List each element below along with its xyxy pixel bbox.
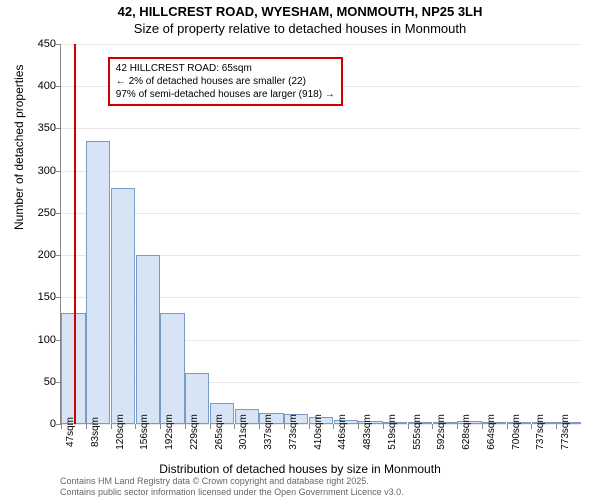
y-tick-mark <box>56 297 61 298</box>
histogram-bar <box>136 255 160 424</box>
x-tick-mark <box>531 424 532 429</box>
x-tick-label: 192sqm <box>164 414 175 450</box>
x-tick-label: 700sqm <box>511 414 522 450</box>
y-tick-mark <box>56 86 61 87</box>
property-marker-line <box>74 44 76 424</box>
chart-title: 42, HILLCREST ROAD, WYESHAM, MONMOUTH, N… <box>0 0 600 21</box>
x-tick-mark <box>135 424 136 429</box>
x-tick-label: 446sqm <box>337 414 348 450</box>
x-tick-mark <box>185 424 186 429</box>
footer-line2: Contains public sector information licen… <box>60 487 404 498</box>
x-tick-label: 519sqm <box>387 414 398 450</box>
x-tick-label: 555sqm <box>412 414 423 450</box>
chart-subtitle: Size of property relative to detached ho… <box>0 21 600 38</box>
x-tick-mark <box>160 424 161 429</box>
x-axis-label: Distribution of detached houses by size … <box>0 462 600 476</box>
info-box-line: 97% of semi-detached houses are larger (… <box>116 88 335 101</box>
y-tick-label: 300 <box>26 165 56 177</box>
y-tick-mark <box>56 213 61 214</box>
y-tick-label: 400 <box>26 80 56 92</box>
gridline <box>61 44 581 45</box>
x-tick-mark <box>457 424 458 429</box>
x-tick-label: 301sqm <box>238 414 249 450</box>
y-tick-label: 0 <box>26 418 56 430</box>
histogram-bar <box>160 313 184 424</box>
histogram-bar <box>111 188 135 424</box>
gridline <box>61 171 581 172</box>
x-tick-mark <box>432 424 433 429</box>
chart-area: 05010015020025030035040045047sqm83sqm120… <box>60 44 580 424</box>
x-tick-mark <box>383 424 384 429</box>
y-axis-label: Number of detached properties <box>12 65 26 230</box>
x-tick-mark <box>482 424 483 429</box>
x-tick-label: 156sqm <box>139 414 150 450</box>
x-tick-mark <box>333 424 334 429</box>
y-tick-mark <box>56 171 61 172</box>
x-tick-label: 83sqm <box>90 417 101 447</box>
y-tick-mark <box>56 128 61 129</box>
x-tick-label: 410sqm <box>313 414 324 450</box>
x-tick-label: 737sqm <box>535 414 546 450</box>
x-tick-mark <box>408 424 409 429</box>
x-tick-mark <box>210 424 211 429</box>
x-tick-mark <box>309 424 310 429</box>
y-tick-label: 450 <box>26 38 56 50</box>
x-tick-label: 229sqm <box>189 414 200 450</box>
x-tick-label: 483sqm <box>362 414 373 450</box>
chart-footer: Contains HM Land Registry data © Crown c… <box>60 476 404 498</box>
x-tick-mark <box>358 424 359 429</box>
y-tick-label: 100 <box>26 334 56 346</box>
x-tick-label: 120sqm <box>115 414 126 450</box>
histogram-bar <box>86 141 110 424</box>
info-box-line: ← 2% of detached houses are smaller (22) <box>116 75 335 88</box>
x-tick-mark <box>111 424 112 429</box>
x-tick-mark <box>507 424 508 429</box>
x-tick-mark <box>61 424 62 429</box>
x-tick-label: 265sqm <box>214 414 225 450</box>
y-tick-label: 50 <box>26 376 56 388</box>
y-tick-label: 150 <box>26 291 56 303</box>
footer-line1: Contains HM Land Registry data © Crown c… <box>60 476 404 487</box>
y-tick-label: 200 <box>26 249 56 261</box>
info-box-line: 42 HILLCREST ROAD: 65sqm <box>116 62 335 75</box>
x-tick-mark <box>284 424 285 429</box>
y-tick-mark <box>56 44 61 45</box>
gridline <box>61 213 581 214</box>
plot-region: 05010015020025030035040045047sqm83sqm120… <box>60 44 581 425</box>
x-tick-label: 664sqm <box>486 414 497 450</box>
y-tick-label: 250 <box>26 207 56 219</box>
x-tick-mark <box>86 424 87 429</box>
x-tick-label: 337sqm <box>263 414 274 450</box>
x-tick-label: 773sqm <box>560 414 571 450</box>
x-tick-label: 628sqm <box>461 414 472 450</box>
x-tick-label: 592sqm <box>436 414 447 450</box>
x-tick-mark <box>234 424 235 429</box>
info-box: 42 HILLCREST ROAD: 65sqm← 2% of detached… <box>108 57 343 106</box>
x-tick-label: 373sqm <box>288 414 299 450</box>
y-tick-label: 350 <box>26 122 56 134</box>
y-tick-mark <box>56 255 61 256</box>
x-tick-mark <box>556 424 557 429</box>
gridline <box>61 128 581 129</box>
x-tick-mark <box>259 424 260 429</box>
